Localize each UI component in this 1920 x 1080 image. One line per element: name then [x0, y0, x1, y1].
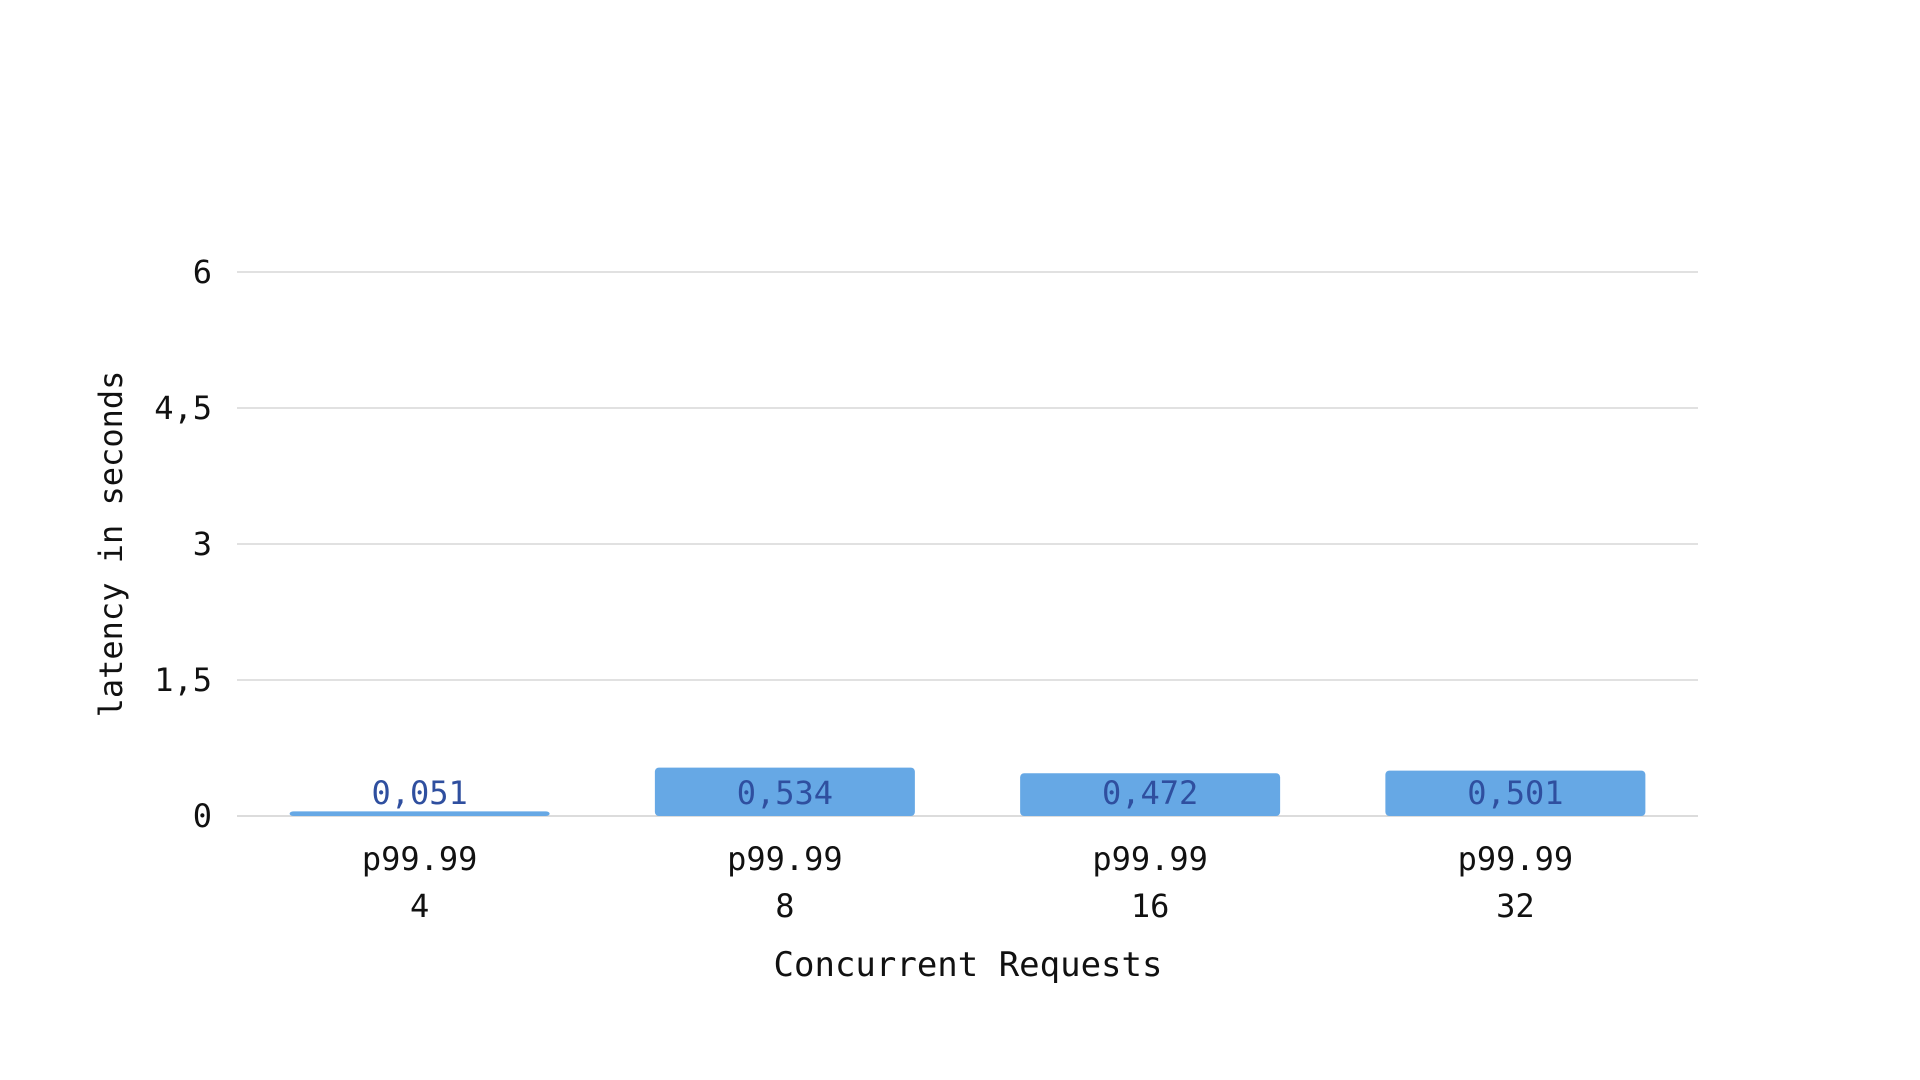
x-category-label-line-2: 8 [775, 887, 794, 925]
data-label: 0,501 [1467, 774, 1563, 812]
data-label: 0,472 [1102, 774, 1198, 812]
data-label: 0,051 [371, 774, 467, 812]
y-axis-title: latency in seconds [92, 371, 130, 718]
bar [1385, 770, 1646, 816]
x-category-label-line-1: p99.99 [727, 840, 843, 878]
bar [1020, 773, 1281, 816]
bar [654, 767, 915, 816]
y-tick-label: 6 [193, 253, 212, 291]
x-category-label-line-1: p99.99 [1092, 840, 1208, 878]
x-category-label-line-1: p99.99 [362, 840, 478, 878]
x-category-label-line-2: 32 [1496, 887, 1535, 925]
x-category-label-line-1: p99.99 [1458, 840, 1574, 878]
bars-layer [289, 767, 1646, 816]
y-tick-label: 1,5 [154, 661, 212, 699]
grid-layer [237, 271, 1698, 817]
labels-layer: 0 1,5 3 4,5 6 0,051 p99.99 4 0,534 p99.99 8 0,472 p9… [154, 253, 1573, 925]
x-axis-title: Concurrent Requests [774, 945, 1163, 985]
y-tick-label: 4,5 [154, 389, 212, 427]
data-label: 0,534 [737, 774, 833, 812]
y-tick-label: 3 [193, 525, 212, 563]
x-category-label-line-2: 4 [410, 887, 429, 925]
bar [289, 811, 550, 816]
x-category-label-line-2: 16 [1131, 887, 1170, 925]
y-tick-label: 0 [193, 797, 212, 835]
